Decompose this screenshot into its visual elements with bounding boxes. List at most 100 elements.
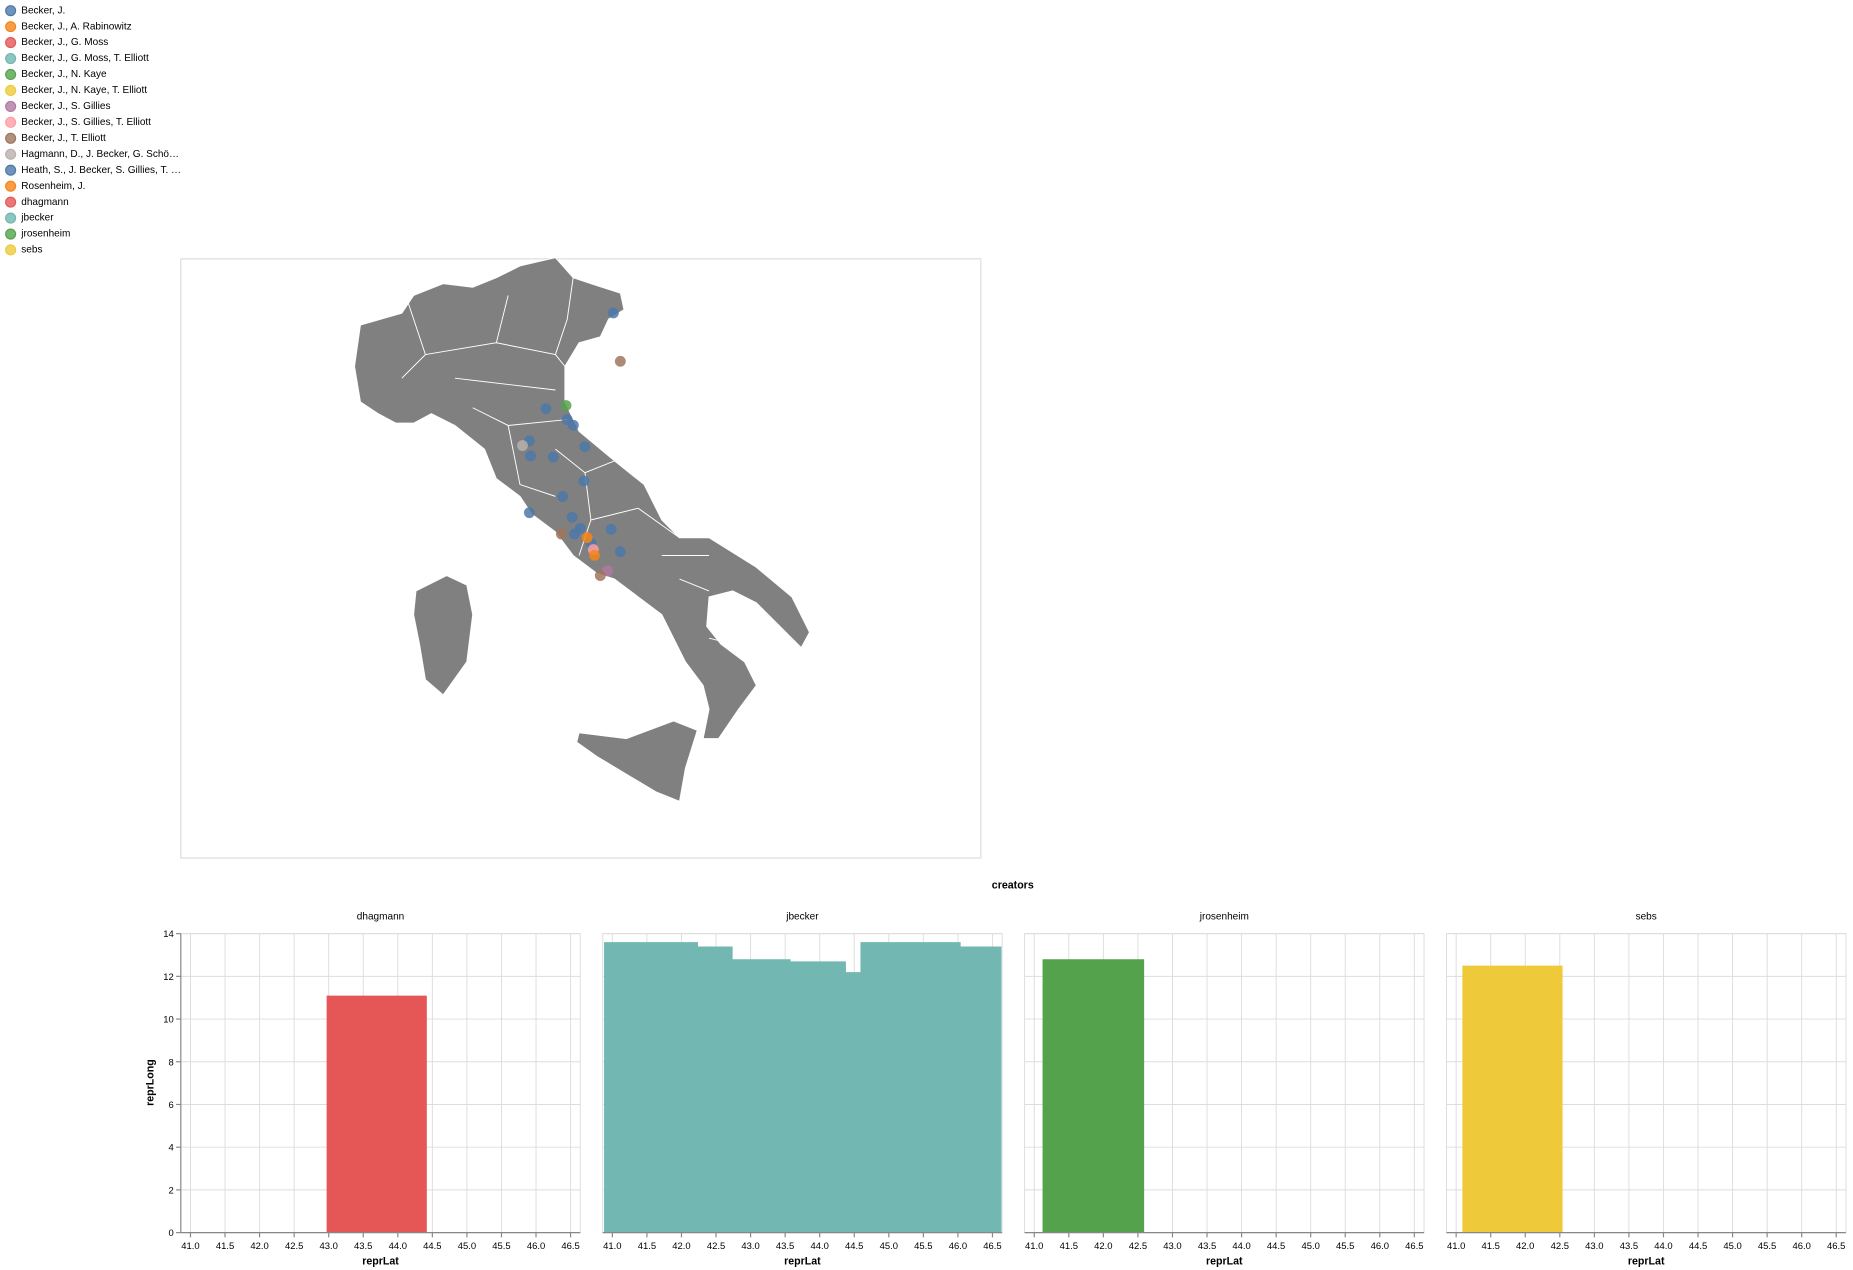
x-tick-label: 45.5	[1336, 1241, 1354, 1252]
legend-label: Becker, J.	[21, 5, 65, 16]
x-tick-label: 43.5	[1198, 1241, 1216, 1252]
x-tick-label: 41.5	[638, 1241, 656, 1252]
point	[589, 549, 600, 561]
point	[525, 450, 537, 462]
legend-symbol	[5, 132, 17, 144]
area	[1042, 959, 1145, 1233]
x-tick-label: 42.5	[1129, 1241, 1147, 1252]
legend-symbol	[5, 5, 17, 17]
y-tick-label: 8	[168, 1057, 173, 1068]
point	[517, 440, 528, 451]
chart-title: creators	[992, 880, 1034, 892]
legend-symbol	[5, 52, 17, 65]
legend-label: Becker, J., G. Moss, T. Elliott	[21, 53, 149, 64]
x-tick-label: 44.0	[389, 1241, 407, 1252]
legend-label: Becker, J., N. Kaye, T. Elliott	[21, 85, 147, 96]
facet-title: dhagmann	[357, 911, 404, 922]
x-tick-label: 44.5	[845, 1241, 863, 1252]
legend-label: Hagmann, D., J. Becker, G. Schö…	[21, 149, 179, 160]
facet-title: jrosenheim	[1199, 911, 1249, 922]
legend-label: Becker, J., A. Rabinowitz	[21, 21, 131, 32]
point	[555, 528, 567, 540]
x-tick-label: 41.0	[1447, 1241, 1465, 1252]
x-tick-label: 44.0	[1654, 1241, 1672, 1252]
x-tick-label: 46.0	[527, 1241, 545, 1252]
legend-symbol	[5, 164, 17, 176]
facet-title: sebs	[1636, 911, 1657, 922]
point	[557, 491, 568, 502]
legend-symbol	[5, 228, 17, 240]
legend: Becker, J. Becker, J., A. Rabinowitz Becke…	[5, 5, 181, 256]
x-tick-label: 43.5	[776, 1241, 794, 1252]
x-tick-label: 46.5	[983, 1241, 1001, 1252]
legend-symbol	[5, 196, 17, 208]
legend-symbol	[5, 244, 17, 256]
x-tick-label: 42.5	[707, 1241, 725, 1252]
x-tick-label: 44.0	[811, 1241, 829, 1252]
point	[540, 403, 552, 415]
facet-title: jbecker	[785, 911, 819, 922]
point	[607, 307, 619, 319]
y-tick-label: 2	[168, 1185, 173, 1196]
point	[605, 523, 617, 535]
x-tick-label: 43.5	[354, 1241, 372, 1252]
legend-symbol	[5, 21, 17, 33]
italy-mainland	[354, 257, 811, 740]
x-tick-label: 46.5	[1405, 1241, 1423, 1252]
x-tick-label: 45.0	[1723, 1241, 1741, 1252]
legend-label: Becker, J., G. Moss	[21, 37, 108, 48]
map	[180, 257, 982, 859]
x-tick-label: 41.5	[1482, 1241, 1500, 1252]
x-axis-title: reprLat	[784, 1256, 821, 1268]
legend-label: Becker, J., N. Kaye	[21, 69, 107, 80]
faceted-chart: creators reprLong dhagmann 41.0 41.5 42.0 42…	[145, 880, 1847, 1268]
x-tick-label: 44.5	[1689, 1241, 1707, 1252]
point	[594, 570, 606, 582]
legend-symbol	[5, 37, 17, 49]
point	[614, 355, 626, 367]
point	[566, 511, 578, 523]
points	[517, 307, 626, 582]
point	[578, 475, 590, 487]
x-tick-label: 42.5	[285, 1241, 303, 1252]
legend-symbol	[5, 68, 17, 81]
y-tick-label: 10	[163, 1015, 174, 1026]
x-tick-label: 42.0	[672, 1241, 690, 1252]
x-tick-label: 44.5	[423, 1241, 441, 1252]
x-tick-label: 45.5	[914, 1241, 932, 1252]
legend-label: Becker, J., S. Gillies	[21, 101, 110, 112]
point	[547, 451, 559, 463]
legend-symbol	[5, 212, 17, 224]
x-tick-label: 46.0	[1792, 1241, 1810, 1252]
x-tick-label: 45.5	[1758, 1241, 1776, 1252]
x-tick-label: 43.0	[741, 1241, 759, 1252]
x-tick-label: 42.0	[1094, 1241, 1112, 1252]
y-tick-label: 12	[163, 972, 174, 983]
x-tick-label: 46.5	[1827, 1241, 1845, 1252]
x-tick-label: 45.0	[880, 1241, 898, 1252]
point	[614, 546, 626, 558]
legend-symbol	[5, 100, 17, 112]
legend-symbol	[5, 180, 17, 192]
x-tick-label: 46.5	[561, 1241, 579, 1252]
legend-label: sebs	[21, 245, 42, 256]
point	[569, 528, 580, 540]
legend-label: dhagmann	[21, 197, 68, 208]
x-tick-label: 41.0	[181, 1241, 199, 1252]
x-tick-label: 42.0	[1516, 1241, 1534, 1252]
x-tick-label: 42.5	[1551, 1241, 1569, 1252]
x-tick-label: 41.5	[216, 1241, 234, 1252]
y-axis-title: reprLong	[145, 1059, 157, 1106]
x-tick-label: 46.0	[949, 1241, 967, 1252]
legend-symbol	[5, 116, 17, 128]
area	[604, 942, 1002, 1233]
x-tick-label: 43.0	[320, 1241, 338, 1252]
x-tick-label: 41.5	[1060, 1241, 1078, 1252]
x-axis-title: reprLat	[362, 1256, 399, 1268]
x-tick-label: 44.0	[1232, 1241, 1250, 1252]
sicily	[576, 720, 698, 802]
x-tick-label: 45.0	[458, 1241, 476, 1252]
legend-label: jrosenheim	[20, 229, 70, 240]
x-axis-title: reprLat	[1628, 1256, 1665, 1268]
